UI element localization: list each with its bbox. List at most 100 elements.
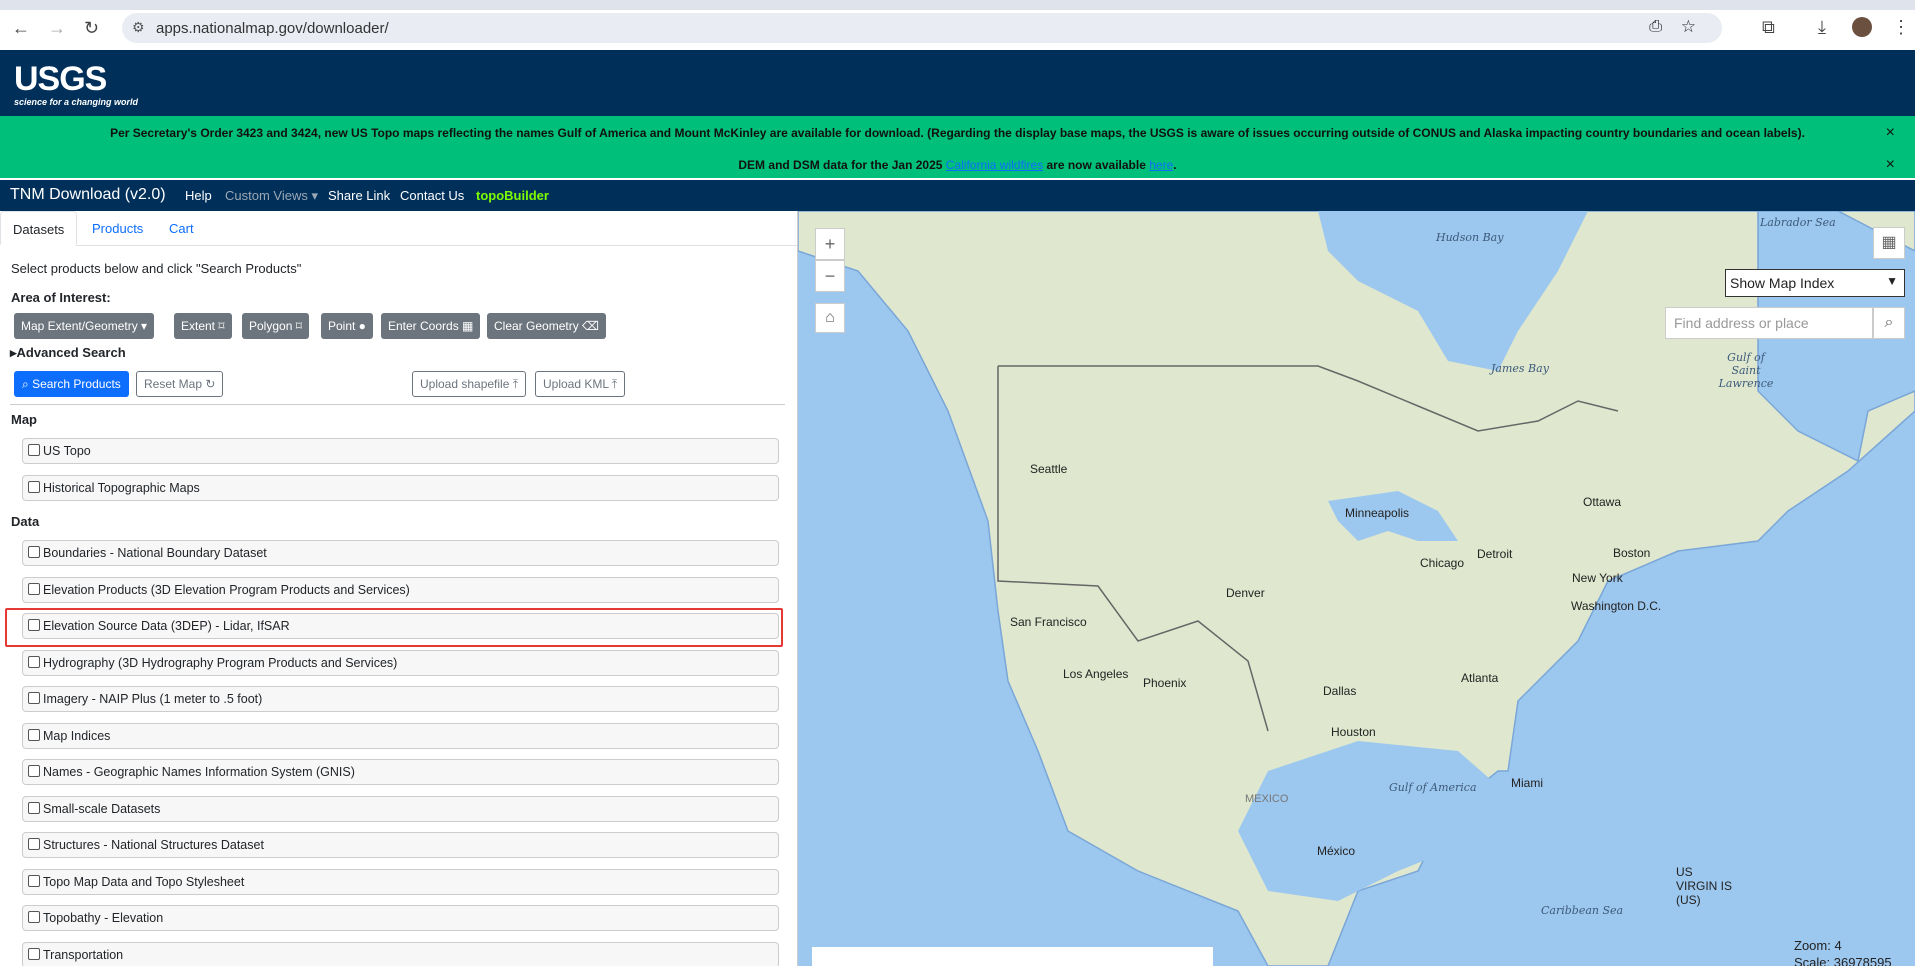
forward-icon[interactable]: → (48, 18, 66, 38)
search-products-button[interactable]: ⌕ Search Products (14, 371, 129, 397)
clear-geometry-button[interactable]: Clear Geometry ⌫ (487, 313, 606, 339)
reload-icon[interactable]: ↻ (84, 18, 100, 38)
url-text: apps.nationalmap.gov/downloader/ (156, 20, 389, 37)
highlight-box (5, 608, 783, 647)
water-label: Labrador Sea (1760, 216, 1836, 229)
checkbox[interactable] (28, 875, 40, 887)
nav-custom-views[interactable]: Custom Views ▾ (225, 188, 318, 203)
zoom-out-button[interactable]: − (815, 260, 845, 292)
dataset-item[interactable]: Topo Map Data and Topo Stylesheet (22, 869, 779, 895)
app-navbar: TNM Download (v2.0) Help Custom Views ▾ … (0, 180, 1915, 211)
nav-contact-us[interactable]: Contact Us (400, 188, 465, 203)
usgs-logo[interactable]: USGS science for a changing world (14, 62, 138, 107)
reset-map-button[interactable]: Reset Map ↻ (136, 371, 224, 397)
nav-help[interactable]: Help (185, 188, 212, 203)
divider (10, 404, 785, 405)
checkbox[interactable] (28, 583, 40, 595)
map-index-select[interactable]: Show Map Index ▼ (1725, 269, 1905, 297)
city-label: San Francisco (1010, 615, 1087, 629)
install-icon[interactable]: ⎙ (1649, 18, 1662, 35)
checkbox[interactable] (28, 656, 40, 668)
enter-coords-button[interactable]: Enter Coords ▦ (381, 313, 481, 339)
checkbox[interactable] (28, 444, 40, 456)
scale-readout: Scale: 36978595 (1794, 955, 1892, 966)
back-icon[interactable]: ← (12, 18, 30, 38)
here-link[interactable]: here (1149, 158, 1174, 172)
map-view[interactable]: Hudson Bay Labrador Sea James Bay Gulf of S… (798, 211, 1915, 966)
city-label: Chicago (1420, 556, 1465, 570)
extent-button[interactable]: Extent ⌑ (174, 313, 232, 339)
tab-cart[interactable]: Cart (169, 221, 194, 236)
home-button[interactable]: ⌂ (815, 303, 845, 333)
profile-avatar[interactable] (1852, 17, 1872, 37)
dataset-item[interactable]: Elevation Source Data (3DEP) - Lidar, If… (22, 613, 779, 639)
dataset-item[interactable]: Hydrography (3D Hydrography Program Prod… (22, 650, 779, 676)
site-settings-icon[interactable]: ⚙ (132, 19, 145, 35)
logo-text: USGS (14, 60, 107, 98)
checkbox[interactable] (28, 802, 40, 814)
city-label: Washington D.C. (1571, 599, 1662, 613)
nav-share-link[interactable]: Share Link (328, 188, 391, 203)
item-label: Topobathy - Elevation (43, 911, 164, 925)
nav-topobuilder[interactable]: topoBuilder (476, 188, 549, 203)
tab-datasets[interactable]: Datasets (0, 211, 78, 245)
checkbox[interactable] (28, 765, 40, 777)
checkbox[interactable] (28, 481, 40, 493)
checkbox[interactable] (28, 619, 40, 631)
browser-toolbar: ← → ↻ ⚙ apps.nationalmap.gov/downloader/… (0, 0, 1915, 50)
checkbox[interactable] (28, 692, 40, 704)
dataset-item[interactable]: Transportation (22, 942, 779, 966)
dataset-item[interactable]: Structures - National Structures Dataset (22, 832, 779, 858)
checkbox[interactable] (28, 911, 40, 923)
basemap (798, 211, 1915, 966)
download-icon[interactable]: ⤓ (1818, 17, 1826, 37)
dataset-item[interactable]: Topobathy - Elevation (22, 905, 779, 931)
dataset-item[interactable]: Map Indices (22, 723, 779, 749)
california-wildfires-link[interactable]: California wildfires (945, 158, 1044, 172)
item-label: US Topo (43, 444, 91, 458)
zoom-in-button[interactable]: + (815, 228, 845, 260)
checkbox[interactable] (28, 838, 40, 850)
close-icon[interactable]: × (1885, 124, 1895, 141)
city-label: Minneapolis (1345, 506, 1410, 520)
search-placeholder: Find address or place (1674, 315, 1809, 331)
extensions-icon[interactable]: ⧉ (1762, 17, 1775, 37)
menu-icon[interactable]: ⋮ (1892, 17, 1910, 37)
address-bar[interactable]: ⚙ apps.nationalmap.gov/downloader/ ⎙ ☆ (122, 13, 1722, 43)
banner-text: . (1173, 158, 1177, 172)
dataset-item[interactable]: Imagery - NAIP Plus (1 meter to .5 foot) (22, 686, 779, 712)
upload-kml-button[interactable]: Upload KML ⤒ (535, 371, 626, 397)
announcement-banner: Per Secretary's Order 3423 and 3424, new… (0, 116, 1915, 180)
close-icon[interactable]: × (1885, 156, 1895, 173)
dataset-item[interactable]: Names - Geographic Names Information Sys… (22, 759, 779, 785)
city-label: Dallas (1323, 684, 1357, 698)
land-north-america (798, 211, 1915, 966)
checkbox[interactable] (28, 729, 40, 741)
advanced-search-toggle[interactable]: ▸Advanced Search (10, 345, 126, 360)
point-button[interactable]: Point ● (321, 313, 373, 339)
dataset-item[interactable]: Boundaries - National Boundary Dataset (22, 540, 779, 566)
dataset-item-us-topo[interactable]: US Topo (22, 438, 779, 464)
city-label: New York (1572, 571, 1623, 585)
dataset-item[interactable]: Small-scale Datasets (22, 796, 779, 822)
item-label: Structures - National Structures Dataset (43, 838, 264, 852)
upload-shapefile-button[interactable]: Upload shapefile ⤒ (412, 371, 527, 397)
city-label: Boston (1613, 546, 1651, 560)
star-icon[interactable]: ☆ (1680, 17, 1696, 36)
polygon-button[interactable]: Polygon ⌑ (242, 313, 309, 339)
dataset-item-historical-topo[interactable]: Historical Topographic Maps (22, 475, 779, 501)
dataset-item[interactable]: Elevation Products (3D Elevation Program… (22, 577, 779, 603)
logo-tagline: science for a changing world (14, 97, 139, 107)
checkbox[interactable] (28, 546, 40, 558)
item-label: Topo Map Data and Topo Stylesheet (43, 875, 245, 889)
map-section-header: Map (11, 412, 37, 427)
address-search-input[interactable]: Find address or place (1665, 307, 1873, 339)
data-section-header: Data (11, 514, 40, 529)
checkbox[interactable] (28, 948, 40, 960)
item-label: Names - Geographic Names Information Sys… (43, 765, 355, 779)
tab-products[interactable]: Products (92, 221, 144, 236)
basemap-gallery-icon[interactable]: ▦ (1873, 227, 1905, 259)
map-extent-dropdown[interactable]: Map Extent/Geometry ▾ (14, 313, 155, 339)
search-icon[interactable]: ⌕ (1873, 307, 1905, 339)
city-label: México (1317, 844, 1356, 858)
